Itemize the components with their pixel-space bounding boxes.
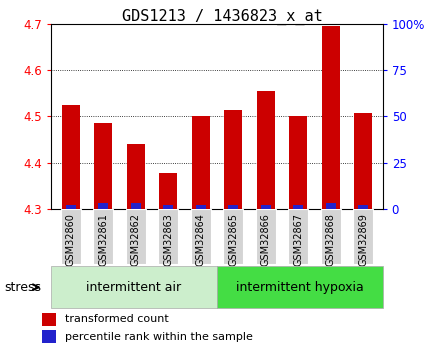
Bar — [289, 116, 307, 209]
Bar — [159, 173, 177, 209]
Bar — [358, 205, 368, 209]
Bar — [288, 209, 308, 264]
Text: intermittent hypoxia: intermittent hypoxia — [236, 281, 364, 294]
Bar — [98, 203, 108, 209]
Bar — [196, 205, 206, 209]
Bar — [191, 209, 210, 264]
Bar — [217, 266, 383, 308]
Bar — [256, 209, 275, 264]
Text: transformed count: transformed count — [65, 315, 168, 324]
Bar — [131, 203, 141, 209]
Bar — [42, 313, 56, 326]
Bar — [93, 209, 113, 264]
Text: GDS1213 / 1436823_x_at: GDS1213 / 1436823_x_at — [122, 9, 323, 25]
Bar — [94, 124, 112, 209]
Bar — [62, 105, 80, 209]
Text: GSM32869: GSM32869 — [358, 213, 368, 266]
Bar — [158, 209, 178, 264]
Bar — [66, 205, 76, 209]
Bar — [224, 109, 242, 209]
Bar — [163, 205, 173, 209]
Text: GSM32865: GSM32865 — [228, 213, 238, 266]
Bar — [354, 113, 372, 209]
Text: GSM32860: GSM32860 — [66, 213, 76, 266]
Bar — [257, 91, 275, 209]
Text: stress: stress — [4, 281, 41, 294]
Text: percentile rank within the sample: percentile rank within the sample — [65, 332, 252, 342]
Bar — [192, 116, 210, 209]
Bar — [353, 209, 373, 264]
Text: GSM32868: GSM32868 — [326, 213, 336, 266]
Bar — [42, 330, 56, 343]
Bar — [321, 209, 340, 264]
Bar — [61, 209, 81, 264]
Text: intermittent air: intermittent air — [86, 281, 182, 294]
Text: GSM32862: GSM32862 — [131, 213, 141, 266]
Text: GSM32867: GSM32867 — [293, 213, 303, 266]
Text: GSM32864: GSM32864 — [196, 213, 206, 266]
Text: GSM32861: GSM32861 — [98, 213, 108, 266]
Bar — [127, 144, 145, 209]
Text: GSM32866: GSM32866 — [261, 213, 271, 266]
Bar — [326, 203, 336, 209]
Bar — [228, 205, 238, 209]
Bar — [51, 266, 217, 308]
Bar — [322, 27, 340, 209]
Bar — [223, 209, 243, 264]
Bar — [261, 205, 271, 209]
Bar — [126, 209, 146, 264]
Text: GSM32863: GSM32863 — [163, 213, 173, 266]
Bar — [293, 205, 303, 209]
